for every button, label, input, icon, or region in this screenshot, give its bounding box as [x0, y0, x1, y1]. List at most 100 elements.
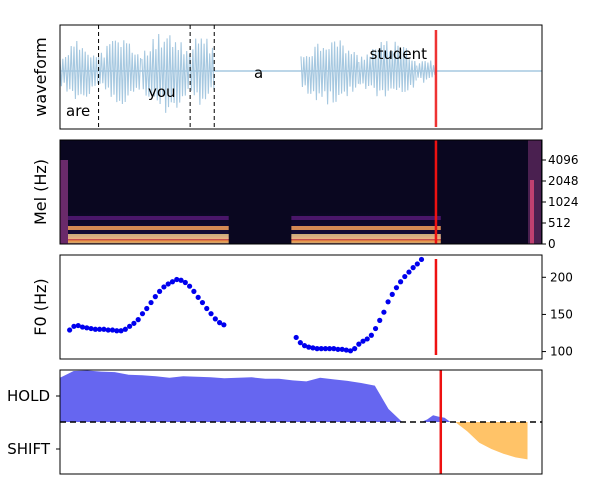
f0-point [343, 347, 349, 353]
waveform-panel: are you a student waveform [31, 24, 543, 130]
f0-point [221, 322, 227, 328]
f0-frame [59, 254, 543, 360]
f0-point [385, 299, 391, 305]
hold-area [60, 370, 403, 422]
f0-point [92, 326, 98, 332]
f0-point [347, 348, 354, 354]
f0-point [314, 346, 320, 352]
f0-point [364, 336, 370, 342]
f0-point [393, 285, 400, 291]
f0-point [169, 279, 176, 285]
f0-point [398, 279, 404, 285]
turn-ytick-label: SHIFT [7, 440, 51, 458]
f0-point [306, 344, 312, 350]
f0-point [212, 316, 218, 322]
f0-point [410, 265, 416, 271]
f0-point [372, 325, 379, 332]
f0-point [187, 283, 193, 289]
f0-point [339, 346, 345, 352]
f0-point [152, 294, 158, 300]
f0-point [352, 346, 358, 352]
mel-ytick-label: 0 [548, 237, 556, 251]
mel-frame [59, 139, 543, 245]
f0-point [402, 273, 408, 280]
turn-ytick-label: HOLD [7, 387, 50, 405]
waveform-segment [98, 40, 142, 105]
f0-point [148, 299, 154, 306]
waveform-segment [300, 40, 359, 105]
waveform-ylabel: waveform [31, 37, 50, 117]
f0-point [97, 326, 103, 332]
f0-point [297, 340, 303, 346]
f0-point [118, 328, 124, 334]
f0-point [381, 309, 387, 315]
f0-point [293, 334, 299, 341]
f0-point [67, 327, 73, 333]
f0-point [114, 328, 120, 334]
f0-point [418, 256, 425, 263]
mel-panel: 0 512 1024 2048 4096 Mel (Hz) [31, 139, 579, 251]
f0-point [356, 341, 362, 347]
f0-point [335, 346, 341, 352]
turn-panel: HOLD SHIFT [7, 369, 543, 475]
f0-point [182, 279, 188, 286]
mel-ytick-label: 1024 [548, 195, 579, 209]
mel-ytick-label: 2048 [548, 174, 579, 188]
word-label: are [66, 102, 90, 120]
mel-formant-band [64, 234, 229, 239]
f0-point [165, 281, 171, 287]
f0-point [127, 323, 133, 329]
waveform-segment [141, 33, 191, 113]
f0-point [122, 326, 128, 332]
f0-point [174, 276, 180, 283]
f0-point [191, 288, 197, 294]
f0-point [322, 346, 329, 352]
f0-point [310, 345, 316, 351]
f0-point [178, 277, 184, 283]
word-label: you [148, 83, 176, 101]
f0-point [109, 327, 116, 333]
f0-point [301, 343, 308, 349]
waveform-segment [189, 38, 215, 105]
f0-point [157, 288, 163, 294]
f0-point [71, 323, 77, 329]
word-label: student [370, 45, 427, 63]
mel-ytick-label: 512 [548, 216, 571, 230]
f0-point [75, 322, 81, 329]
f0-point [79, 324, 86, 330]
f0-point [135, 317, 141, 323]
f0-point [195, 294, 201, 300]
f0-point [216, 320, 223, 326]
turn-frame [59, 369, 543, 475]
waveform-segment [358, 41, 417, 97]
f0-point [406, 269, 412, 275]
mel-formant-band [291, 234, 441, 239]
waveform-segment [416, 60, 436, 83]
f0-point [318, 346, 324, 352]
shift-area [455, 422, 528, 460]
f0-point [88, 325, 94, 332]
f0-point [161, 284, 167, 290]
word-label: a [254, 64, 263, 82]
mel-edge-column [528, 140, 541, 244]
mel-formant-band [291, 216, 441, 220]
f0-point [105, 327, 111, 333]
f0-ytick-label: 200 [550, 270, 573, 284]
mel-formant-band [64, 226, 229, 230]
f0-point [414, 261, 420, 267]
f0-point [131, 320, 137, 326]
mel-ylabel: Mel (Hz) [31, 159, 50, 225]
f0-panel: 100 150 200 F0 (Hz) [31, 254, 573, 360]
hold-area [421, 415, 451, 422]
waveform-segment [59, 40, 99, 100]
f0-ytick-label: 150 [550, 307, 573, 321]
f0-point [139, 311, 146, 317]
f0-point [208, 311, 214, 317]
mel-formant-band [291, 226, 441, 230]
f0-point [84, 325, 90, 331]
f0-ylabel: F0 (Hz) [31, 278, 50, 335]
f0-point [389, 291, 395, 297]
f0-point [204, 305, 210, 312]
f0-ytick-label: 100 [550, 345, 573, 359]
